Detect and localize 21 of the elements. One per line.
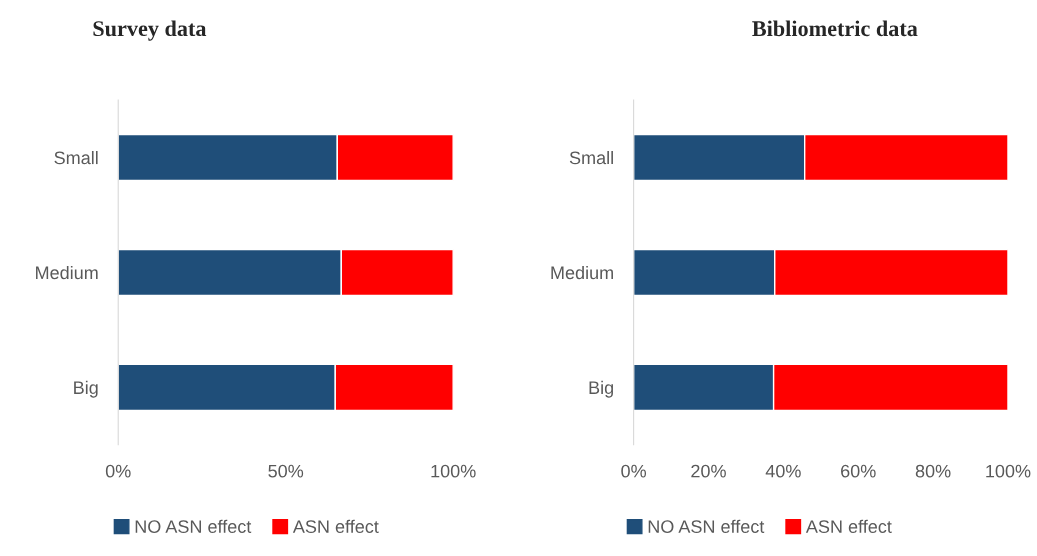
x-tick-label: 0%: [621, 464, 647, 478]
y-tick-label: Big: [74, 380, 98, 398]
y-tick-label: Medium: [551, 265, 613, 280]
x-tick-label: 100%: [431, 464, 476, 478]
legend-label: ASN effect: [292, 519, 379, 534]
y-tick-label: Big: [589, 380, 613, 398]
x-tick-label: 60%: [841, 464, 876, 478]
x-tick-label: 50%: [268, 464, 304, 478]
y-tick-label: Small: [54, 150, 98, 165]
legend-label: NO ASN effect: [135, 519, 252, 534]
x-tick-label: 40%: [765, 464, 801, 478]
legend-label: NO ASN effect: [648, 519, 765, 534]
x-tick-label: 100%: [986, 464, 1031, 478]
chart-title: Bibliometric data: [752, 20, 918, 37]
x-tick-label: 0%: [105, 464, 131, 478]
y-tick-label: Medium: [36, 265, 98, 280]
legend-label: ASN effect: [805, 519, 892, 534]
y-tick-label: Small: [569, 150, 613, 165]
x-tick-label: 80%: [915, 464, 951, 478]
x-tick-label: 20%: [691, 464, 726, 478]
chart-title: Survey data: [93, 20, 207, 41]
